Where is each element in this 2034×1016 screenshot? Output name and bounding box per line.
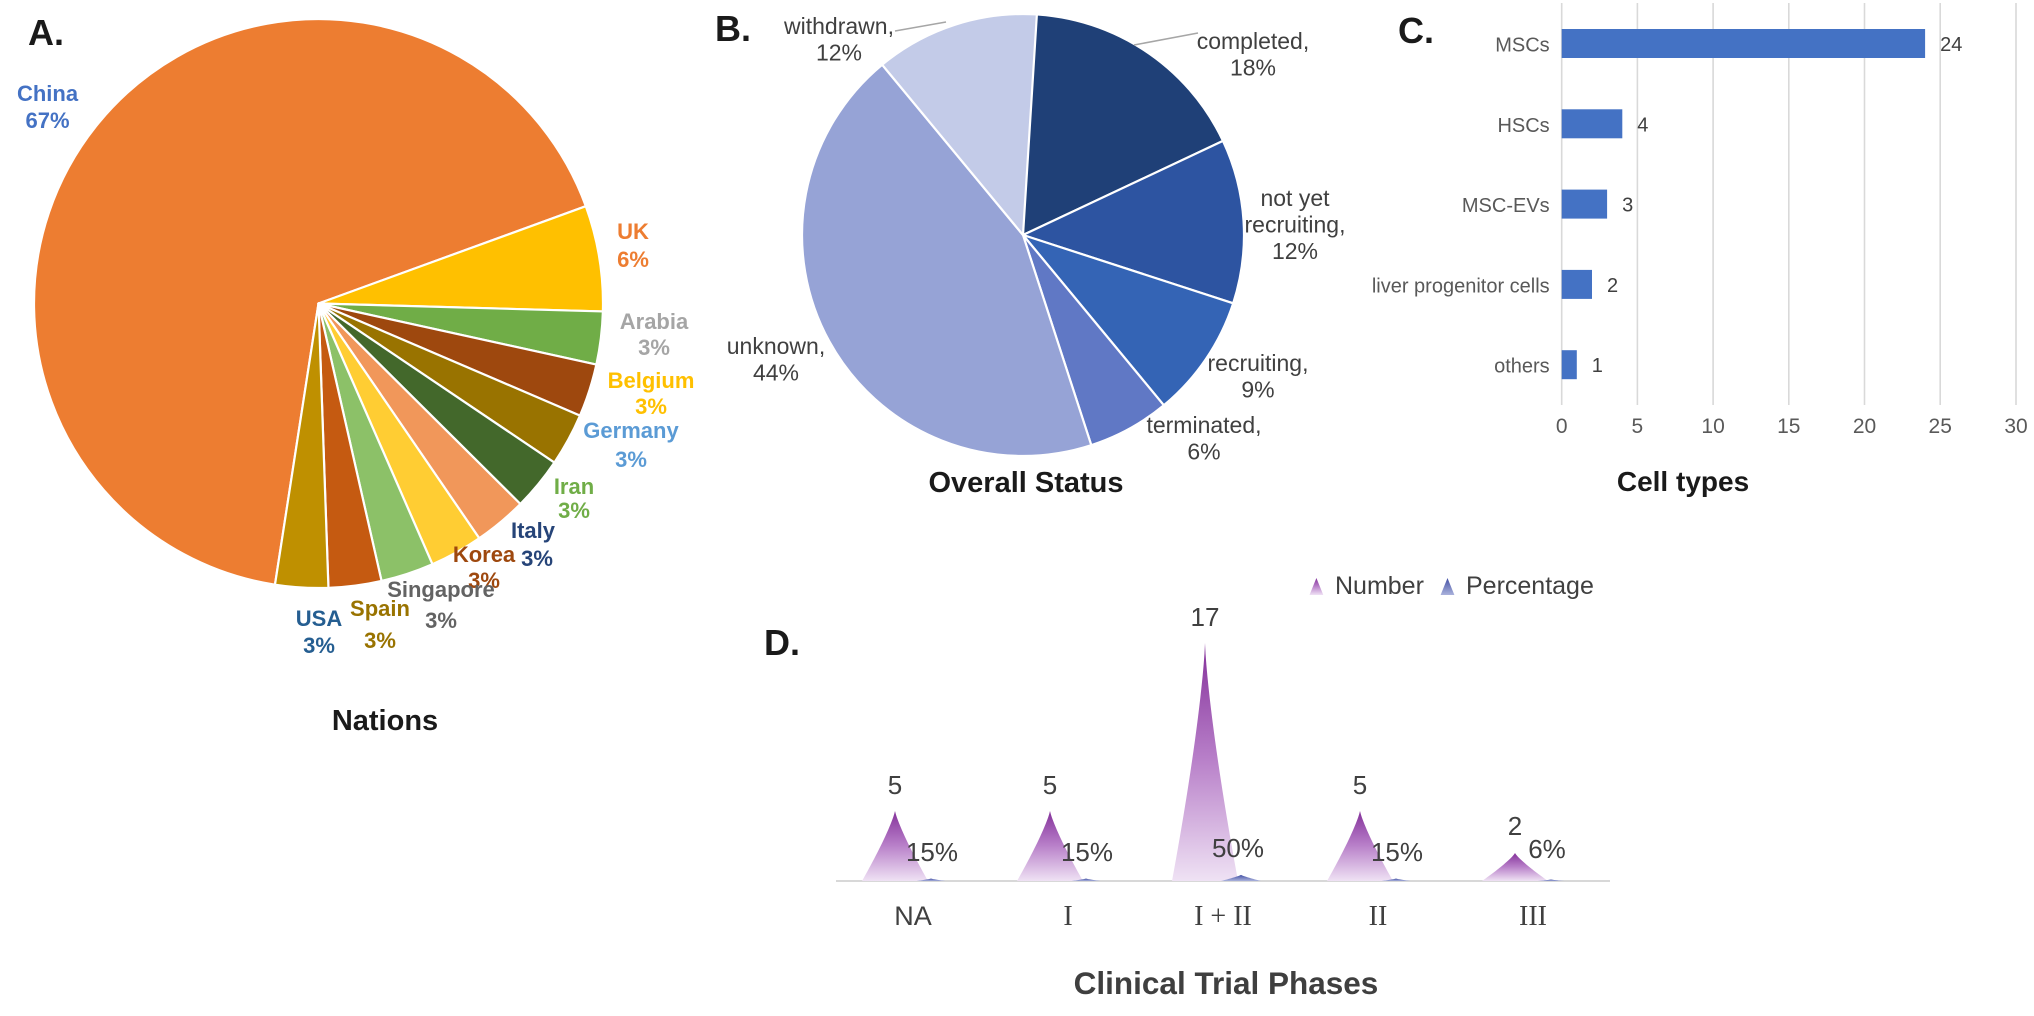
svg-text:USA: USA (296, 606, 343, 631)
svg-text:24: 24 (1940, 34, 1962, 56)
svg-text:9%: 9% (1241, 377, 1274, 403)
svg-text:Cell types: Cell types (1617, 466, 1749, 497)
svg-text:Germany: Germany (583, 418, 679, 443)
svg-text:15%: 15% (1061, 837, 1113, 867)
svg-text:30: 30 (2004, 415, 2027, 438)
svg-text:completed,: completed, (1197, 28, 1310, 54)
svg-text:D.: D. (764, 622, 800, 663)
svg-text:terminated,: terminated, (1146, 412, 1261, 438)
svg-text:C.: C. (1398, 10, 1434, 51)
svg-text:II: II (1369, 901, 1388, 932)
svg-text:Korea: Korea (453, 542, 516, 567)
svg-text:6%: 6% (1187, 439, 1220, 465)
svg-text:4: 4 (1637, 114, 1648, 136)
svg-text:15%: 15% (906, 837, 958, 867)
svg-text:1: 1 (1592, 355, 1603, 377)
svg-text:I: I (1063, 901, 1072, 932)
svg-text:UK: UK (617, 219, 649, 244)
svg-text:67%: 67% (25, 108, 69, 133)
svg-text:17: 17 (1191, 602, 1220, 632)
svg-text:A.: A. (28, 12, 64, 53)
svg-text:III: III (1519, 901, 1547, 932)
svg-text:Clinical Trial Phases: Clinical Trial Phases (1074, 965, 1379, 1001)
svg-text:Spain: Spain (350, 596, 410, 621)
svg-text:Belgium: Belgium (608, 368, 695, 393)
svg-text:NA: NA (894, 901, 932, 931)
svg-text:B.: B. (715, 8, 751, 49)
svg-text:6%: 6% (617, 247, 649, 272)
svg-text:Italy: Italy (511, 518, 556, 543)
svg-text:others: others (1494, 356, 1550, 378)
svg-text:Percentage: Percentage (1466, 572, 1594, 600)
svg-text:withdrawn,: withdrawn, (783, 13, 894, 39)
svg-text:5: 5 (1043, 770, 1057, 800)
svg-text:recruiting,: recruiting, (1245, 212, 1346, 238)
svg-text:12%: 12% (816, 40, 862, 66)
svg-text:3: 3 (1622, 195, 1633, 217)
svg-text:unknown,: unknown, (727, 333, 825, 359)
svg-text:Nations: Nations (332, 705, 438, 737)
svg-text:2: 2 (1508, 811, 1522, 841)
svg-text:5: 5 (888, 770, 902, 800)
svg-text:HSCs: HSCs (1497, 115, 1549, 137)
svg-text:15%: 15% (1371, 837, 1423, 867)
svg-text:15: 15 (1777, 415, 1800, 438)
svg-text:6%: 6% (1528, 834, 1566, 864)
svg-text:liver progenitor cells: liver progenitor cells (1372, 275, 1550, 297)
svg-text:18%: 18% (1230, 55, 1276, 81)
svg-text:5: 5 (1632, 415, 1644, 438)
svg-text:44%: 44% (753, 360, 799, 386)
svg-text:MSC-EVs: MSC-EVs (1462, 195, 1550, 217)
svg-text:3%: 3% (303, 633, 335, 658)
svg-text:10: 10 (1701, 415, 1724, 438)
svg-text:3%: 3% (635, 394, 667, 419)
svg-text:I + II: I + II (1194, 901, 1252, 932)
svg-text:5: 5 (1353, 770, 1367, 800)
svg-text:MSCs: MSCs (1495, 35, 1549, 57)
svg-text:3%: 3% (521, 546, 553, 571)
svg-text:China: China (17, 81, 79, 106)
svg-text:3%: 3% (468, 568, 500, 593)
svg-text:3%: 3% (364, 628, 396, 653)
svg-text:12%: 12% (1272, 238, 1318, 264)
svg-text:50%: 50% (1212, 833, 1264, 863)
svg-text:Arabia: Arabia (620, 309, 689, 334)
svg-text:recruiting,: recruiting, (1208, 350, 1309, 376)
svg-text:20: 20 (1853, 415, 1876, 438)
svg-text:25: 25 (1929, 415, 1952, 438)
svg-text:3%: 3% (425, 608, 457, 633)
svg-text:Number: Number (1335, 572, 1424, 600)
svg-text:3%: 3% (558, 498, 590, 523)
svg-text:3%: 3% (638, 335, 670, 360)
svg-text:Overall Status: Overall Status (928, 467, 1123, 499)
svg-text:Singapore: Singapore (387, 577, 495, 602)
svg-text:2: 2 (1607, 275, 1618, 297)
svg-text:3%: 3% (615, 447, 647, 472)
svg-text:0: 0 (1556, 415, 1568, 438)
svg-text:not yet: not yet (1260, 185, 1330, 211)
svg-text:Iran: Iran (554, 474, 594, 499)
